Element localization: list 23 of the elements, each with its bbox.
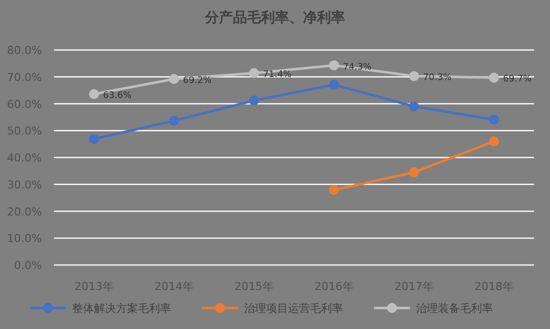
point xyxy=(489,72,499,83)
legend-label: 整体解决方案毛利率 xyxy=(72,302,171,315)
data-label: 69.2% xyxy=(183,76,212,86)
point xyxy=(329,80,339,90)
point xyxy=(489,136,499,146)
point xyxy=(489,114,499,125)
point xyxy=(329,60,339,70)
point xyxy=(89,89,99,100)
point xyxy=(409,167,419,178)
legend-label: 治理项目运营毛利率 xyxy=(244,302,343,315)
data-label: 69.7% xyxy=(503,74,532,85)
point xyxy=(249,68,259,78)
point xyxy=(169,116,179,126)
point xyxy=(409,71,419,82)
point xyxy=(249,96,259,106)
point xyxy=(409,101,419,112)
point xyxy=(89,134,99,144)
point xyxy=(169,74,179,84)
legend-label: 治理装备毛利率 xyxy=(416,302,493,315)
chart-title: 分产品毛利率、净利率 xyxy=(204,9,345,26)
data-label: 74.3% xyxy=(343,62,372,72)
point xyxy=(329,185,339,196)
data-label: 63.6% xyxy=(103,91,132,102)
